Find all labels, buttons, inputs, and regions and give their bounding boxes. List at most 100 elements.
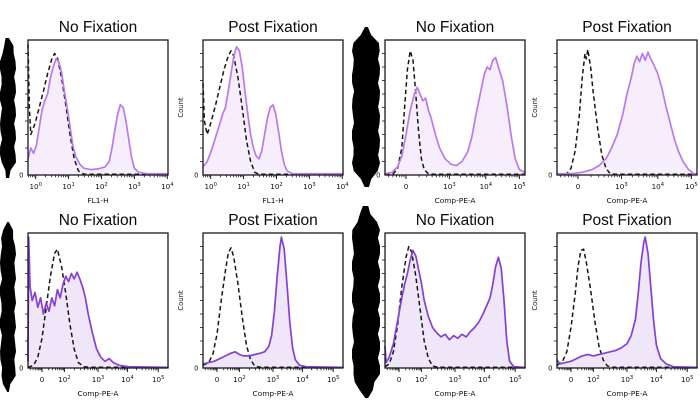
histogram-panel-6: Post Fixation 0 102 103 104 105 0 Count Comp-PE-…	[177, 212, 344, 398]
x-tick-label: 102	[587, 375, 599, 384]
x-axis-label: Comp-PE-A	[435, 389, 476, 398]
sample-curve-line	[27, 58, 169, 175]
x-tick-label: 105	[327, 375, 339, 384]
x-tick-label: 105	[509, 375, 521, 384]
control-curve-dashed	[384, 245, 525, 369]
control-curve-dashed	[384, 50, 525, 176]
x-tick-label: 102	[95, 182, 107, 191]
x-tick-label: 104	[480, 182, 493, 191]
redaction-blob	[352, 206, 380, 398]
y-zero-label: 0	[194, 172, 198, 180]
histogram-panel-2: Post Fixation 100 101 102 103 104 0 Count FL1-H	[177, 19, 349, 205]
x-tick-label: 104	[336, 182, 349, 191]
x-tick-label: 104	[296, 375, 309, 384]
sample-curve-line	[384, 56, 526, 175]
y-axis-label: Count	[531, 290, 539, 311]
x-tick-label: 103	[449, 375, 461, 384]
x-tick-label: 102	[270, 182, 282, 191]
panel-title: No Fixation	[59, 19, 137, 36]
x-tick-label: 102	[415, 375, 427, 384]
y-zero-label: 0	[548, 172, 552, 180]
y-zero-label: 0	[548, 365, 552, 373]
x-tick-label: 104	[161, 182, 174, 191]
panel-title: Post Fixation	[228, 212, 318, 229]
x-axis-label: Comp-PE-A	[253, 389, 294, 398]
redaction-blob	[0, 38, 16, 178]
x-tick-label: 0	[40, 375, 45, 384]
sample-curve-line	[27, 236, 169, 369]
x-tick-label: 0	[569, 375, 574, 384]
x-tick-label: 101	[237, 182, 249, 191]
x-tick-label: 102	[233, 375, 245, 384]
control-curve-dashed	[27, 248, 168, 369]
x-tick-label: 100	[29, 182, 41, 191]
control-curve-dashed	[556, 248, 697, 369]
y-axis-label: Count	[177, 97, 185, 118]
row1-left-label-redacted	[0, 38, 16, 178]
redaction-blob	[352, 27, 380, 187]
sample-curve-line	[202, 45, 344, 175]
histogram-panel-8: Post Fixation 0 102 103 104 105 0 Count Comp-PE-…	[531, 212, 698, 398]
x-tick-label: 103	[621, 375, 633, 384]
x-axis-label: FL1-H	[262, 196, 283, 205]
x-axis-label: Comp-PE-A	[78, 389, 119, 398]
x-tick-label: 0	[397, 375, 402, 384]
x-tick-label: 105	[152, 375, 164, 384]
y-axis-label: Count	[177, 290, 185, 311]
y-zero-label: 0	[376, 172, 380, 180]
x-axis-label: Comp-PE-A	[607, 196, 648, 205]
x-tick-label: 103	[128, 182, 140, 191]
redaction-blob	[0, 222, 16, 392]
panel-title: No Fixation	[59, 212, 137, 229]
x-tick-label: 101	[62, 182, 74, 191]
x-tick-label: 105	[685, 182, 697, 191]
control-curve-dashed	[202, 247, 343, 369]
sample-curve-line	[384, 249, 526, 369]
histogram-panel-4: Post Fixation 0 103 104 105 0 Count Comp-PE-A	[531, 19, 698, 205]
panel-title: No Fixation	[416, 19, 494, 36]
sample-curve-line	[556, 236, 698, 369]
y-zero-label: 0	[19, 365, 23, 373]
x-tick-label: 104	[652, 182, 665, 191]
x-tick-label: 105	[513, 182, 525, 191]
sample-curve-fill	[557, 52, 697, 175]
x-tick-label: 0	[404, 182, 409, 191]
sample-curve-fill	[385, 57, 525, 175]
sample-curve-fill	[28, 237, 168, 368]
x-tick-label: 103	[443, 182, 455, 191]
y-axis-label: Count	[531, 97, 539, 118]
sample-curve-fill	[28, 58, 168, 175]
panel-title: No Fixation	[416, 212, 494, 229]
panel-title: Post Fixation	[582, 19, 672, 36]
x-tick-label: 103	[303, 182, 315, 191]
x-tick-label: 100	[204, 182, 216, 191]
x-tick-label: 103	[267, 375, 279, 384]
x-tick-label: 104	[478, 375, 491, 384]
row2-right-label-redacted	[352, 206, 380, 398]
x-tick-label: 104	[650, 375, 663, 384]
x-axis-label: Comp-PE-A	[435, 196, 476, 205]
sample-curve-line	[202, 236, 344, 369]
sample-curve-line	[556, 51, 698, 175]
x-tick-label: 104	[121, 375, 134, 384]
panel-title: Post Fixation	[228, 19, 318, 36]
row1-right-label-redacted	[352, 27, 380, 187]
control-curve-dashed	[27, 44, 168, 176]
x-tick-label: 0	[215, 375, 220, 384]
x-tick-label: 103	[615, 182, 627, 191]
y-zero-label: 0	[194, 365, 198, 373]
x-axis-label: Comp-PE-A	[607, 389, 648, 398]
sample-curve-fill	[557, 237, 697, 368]
sample-curve-fill	[203, 237, 343, 368]
row2-left-label-redacted	[0, 222, 16, 392]
x-tick-label: 105	[681, 375, 693, 384]
control-curve-dashed	[202, 50, 343, 176]
x-tick-label: 103	[92, 375, 104, 384]
control-curve-dashed	[556, 48, 697, 176]
panel-title: Post Fixation	[582, 212, 672, 229]
